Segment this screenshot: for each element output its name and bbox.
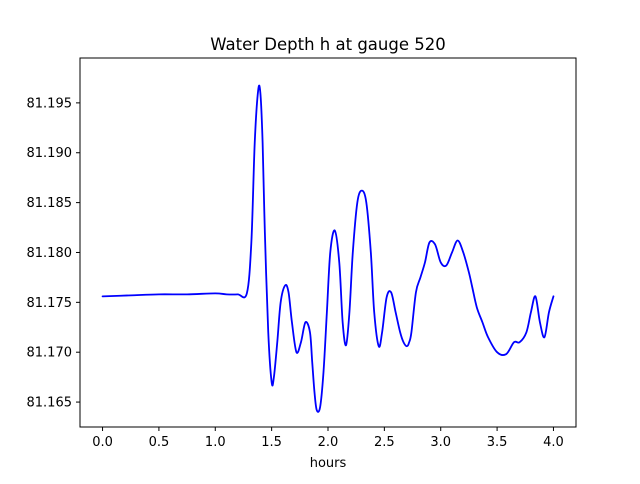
series-line-0 xyxy=(101,84,555,413)
x-tick-label: 2.0 xyxy=(318,435,339,450)
x-tick-label: 0.5 xyxy=(149,435,170,450)
y-tick-label: 81.190 xyxy=(27,146,73,161)
x-axis-label: hours xyxy=(310,456,347,471)
chart-title: Water Depth h at gauge 520 xyxy=(210,35,445,54)
x-tick-label: 1.5 xyxy=(261,435,282,450)
x-tick-label: 3.5 xyxy=(487,435,508,450)
x-tick-label: 3.0 xyxy=(430,435,451,450)
y-tick-label: 81.170 xyxy=(27,346,73,361)
y-tick-label: 81.180 xyxy=(27,246,73,261)
y-tick-label: 81.195 xyxy=(27,96,73,111)
y-tick-label: 81.175 xyxy=(27,296,73,311)
y-tick-label: 81.185 xyxy=(27,196,73,211)
x-tick-label: 4.0 xyxy=(543,435,564,450)
x-tick-label: 2.5 xyxy=(374,435,395,450)
x-tick-label: 1.0 xyxy=(205,435,226,450)
plot-area: 0.0 0.5 1.0 1.5 2.0 2.5 3.0 3.5 4.0 81.165 81.170 8… xyxy=(27,57,577,450)
y-tick-label: 81.165 xyxy=(27,396,73,411)
x-tick-label: 0.0 xyxy=(92,435,113,450)
